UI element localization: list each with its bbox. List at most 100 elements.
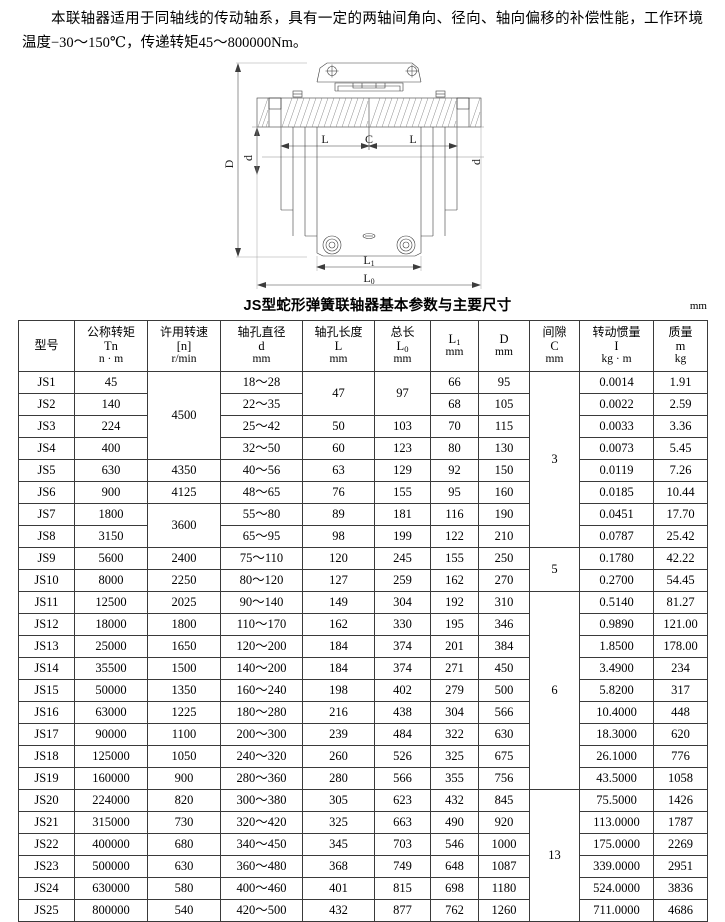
cell-outer-diameter: 1260 <box>478 898 530 922</box>
cell-allowable-speed: 1350 <box>147 678 221 702</box>
cell-allowable-speed: 1650 <box>147 634 221 658</box>
cell-allowable-speed: 1800 <box>147 612 221 636</box>
cell-length-l1: 195 <box>430 612 479 636</box>
cell-outer-diameter: 310 <box>478 590 530 614</box>
cell-total-length: 155 <box>374 480 431 504</box>
col-header-l1: L1 mm <box>430 319 479 372</box>
table-row[interactable]: JS7 1800 3600 55～80 89 181 116 190 0.0451 17.70 <box>18 502 708 548</box>
cell-moment-of-inertia: 0.0014 <box>579 370 654 394</box>
table-row[interactable]: JS11 12500 2025 90～140 149 304 192 310 6 0.5140 81… <box>18 590 708 790</box>
cell-model: JS4 <box>18 436 75 460</box>
cell-nominal-torque: 1800 <box>74 502 148 526</box>
cell-nominal-torque: 5600 <box>74 546 148 570</box>
col-header-symbol: L <box>334 339 343 354</box>
table-row[interactable]: JS16 63000 1225 180～280 216 438 304 566 10.4000 4… <box>18 700 708 724</box>
table-row[interactable]: JS17 90000 1100 200～300 239 484 322 630 18.3000 6… <box>18 722 708 746</box>
cell-allowable-speed: 820 <box>147 788 221 812</box>
table-title-row: JS型蛇形弹簧联轴器基本参数与主要尺寸 mm <box>0 294 725 320</box>
table-row[interactable]: JS24 630000 580 400～460 401 815 698 1180 524.000… <box>18 876 708 900</box>
cell-length-l1: 355 <box>430 766 479 790</box>
cell-length-l1: 432 <box>430 788 479 812</box>
cell-clearance: 13 <box>529 788 580 922</box>
cell-allowable-speed: 680 <box>147 832 221 856</box>
table-row[interactable]: JS4 400 32～50 60 123 80 130 0.0073 5.45 <box>18 436 708 460</box>
cell-bore-length: 325 <box>302 810 375 834</box>
cell-mass: 448 <box>653 700 708 724</box>
cell-clearance: 3 <box>529 370 580 548</box>
col-header-symbol: d <box>258 339 265 354</box>
cell-bore-diameter: 75～110 <box>220 546 303 570</box>
label-hub-length-L-left: L <box>321 132 328 146</box>
col-header-unit: mm <box>445 346 464 359</box>
cell-nominal-torque: 160000 <box>74 766 148 790</box>
cell-model: JS22 <box>18 832 75 856</box>
table-row[interactable]: JS13 25000 1650 120～200 184 374 201 384 1.8500 17… <box>18 634 708 658</box>
cell-length-l1: 325 <box>430 744 479 768</box>
cell-bore-diameter: 420～500 <box>220 898 303 922</box>
cell-bore-diameter: 240～320 <box>220 744 303 768</box>
cell-mass: 4686 <box>653 898 708 922</box>
table-row[interactable]: JS21 315000 730 320～420 325 663 490 920 113.0000… <box>18 810 708 834</box>
col-header-name: 许用转速 <box>159 324 208 339</box>
cell-moment-of-inertia: 0.0119 <box>579 458 654 482</box>
cell-outer-diameter: 500 <box>478 678 530 702</box>
table-row[interactable]: JS14 35500 1500 140～200 184 374 271 450 3.4900 23… <box>18 656 708 680</box>
cell-bore-diameter: 90～140 <box>220 590 303 614</box>
table-row[interactable]: JS10 8000 2250 80～120 127 259 162 270 0.2700 54.4… <box>18 568 708 592</box>
table-row[interactable]: JS3 224 25～42 50 103 70 115 0.0033 3.36 <box>18 414 708 438</box>
table-row[interactable]: JS12 18000 1800 110～170 162 330 195 346 0.9890 12… <box>18 612 708 636</box>
table-row[interactable]: JS25 800000 540 420～500 432 877 762 1260 711.000… <box>18 898 708 922</box>
table-row[interactable]: JS19 160000 900 280～360 280 566 355 756 43.5000 1… <box>18 766 708 790</box>
cell-allowable-speed: 3600 <box>147 502 221 548</box>
cell-allowable-speed: 900 <box>147 766 221 790</box>
label-hub-length-L-right: L <box>409 132 416 146</box>
cell-total-length: 245 <box>374 546 431 570</box>
table-row[interactable]: JS6 900 4125 48～65 76 155 95 160 0.0185 10.44 <box>18 480 708 504</box>
cell-bore-diameter: 120～200 <box>220 634 303 658</box>
label-gap-C: C <box>365 132 373 146</box>
cell-allowable-speed: 2400 <box>147 546 221 570</box>
cell-moment-of-inertia: 0.0451 <box>579 502 654 526</box>
cell-total-length: 749 <box>374 854 431 878</box>
cell-nominal-torque: 630 <box>74 458 148 482</box>
table-row[interactable]: JS5 630 4350 40～56 63 129 92 150 0.0119 7.26 <box>18 458 708 482</box>
cell-outer-diameter: 160 <box>478 480 530 504</box>
cell-moment-of-inertia: 0.0073 <box>579 436 654 460</box>
cell-bore-diameter: 200～300 <box>220 722 303 746</box>
cell-nominal-torque: 35500 <box>74 656 148 680</box>
cell-model: JS10 <box>18 568 75 592</box>
cell-bore-diameter: 110～170 <box>220 612 303 636</box>
col-header-n: 许用转速 [n] r/min <box>147 319 221 372</box>
table-row[interactable]: JS22 400000 680 340～450 345 703 546 1000 175.000… <box>18 832 708 856</box>
table-row[interactable]: JS20 224000 820 300～380 305 623 432 845 13 75.500… <box>18 788 708 922</box>
table-row[interactable]: JS1 45 4500 18～28 47 97 66 95 3 0.0014 1.91 <box>18 370 708 548</box>
col-header-symbol: D <box>499 332 509 347</box>
col-header-tn: 公称转矩 Tn n · m <box>74 319 148 372</box>
cell-moment-of-inertia: 1.8500 <box>579 634 654 658</box>
cell-nominal-torque: 90000 <box>74 722 148 746</box>
table-row[interactable]: JS8 3150 65～95 98 199 122 210 0.0787 25.42 <box>18 524 708 548</box>
label-outer-diameter-D: D <box>222 159 236 168</box>
cell-model: JS11 <box>18 590 75 614</box>
cell-total-length: 123 <box>374 436 431 460</box>
cell-allowable-speed: 4350 <box>147 458 221 482</box>
cell-nominal-torque: 400000 <box>74 832 148 856</box>
cell-bore-length: 260 <box>302 744 375 768</box>
cell-total-length: 663 <box>374 810 431 834</box>
cell-mass: 2269 <box>653 832 708 856</box>
table-row[interactable]: JS15 50000 1350 160～240 198 402 279 500 5.8200 31… <box>18 678 708 702</box>
cell-outer-diameter: 920 <box>478 810 530 834</box>
table-row[interactable]: JS18 125000 1050 240～320 260 526 325 675 26.1000… <box>18 744 708 768</box>
table-row[interactable]: JS9 5600 2400 75～110 120 245 155 250 5 0.1780 42.2… <box>18 546 708 592</box>
table-title: JS型蛇形弹簧联轴器基本参数与主要尺寸 <box>243 297 512 314</box>
cell-bore-length: 89 <box>302 502 375 526</box>
cell-mass: 5.45 <box>653 436 708 460</box>
cell-moment-of-inertia: 75.5000 <box>579 788 654 812</box>
cell-length-l1: 322 <box>430 722 479 746</box>
intro-paragraph: 本联轴器适用于同轴线的传动轴系，具有一定的两轴间角向、径向、轴向偏移的补偿性能，… <box>0 0 725 56</box>
col-header-name: 间隙 <box>542 324 567 339</box>
table-row[interactable]: JS23 500000 630 360～480 368 749 648 1087 339.000… <box>18 854 708 878</box>
cell-nominal-torque: 25000 <box>74 634 148 658</box>
